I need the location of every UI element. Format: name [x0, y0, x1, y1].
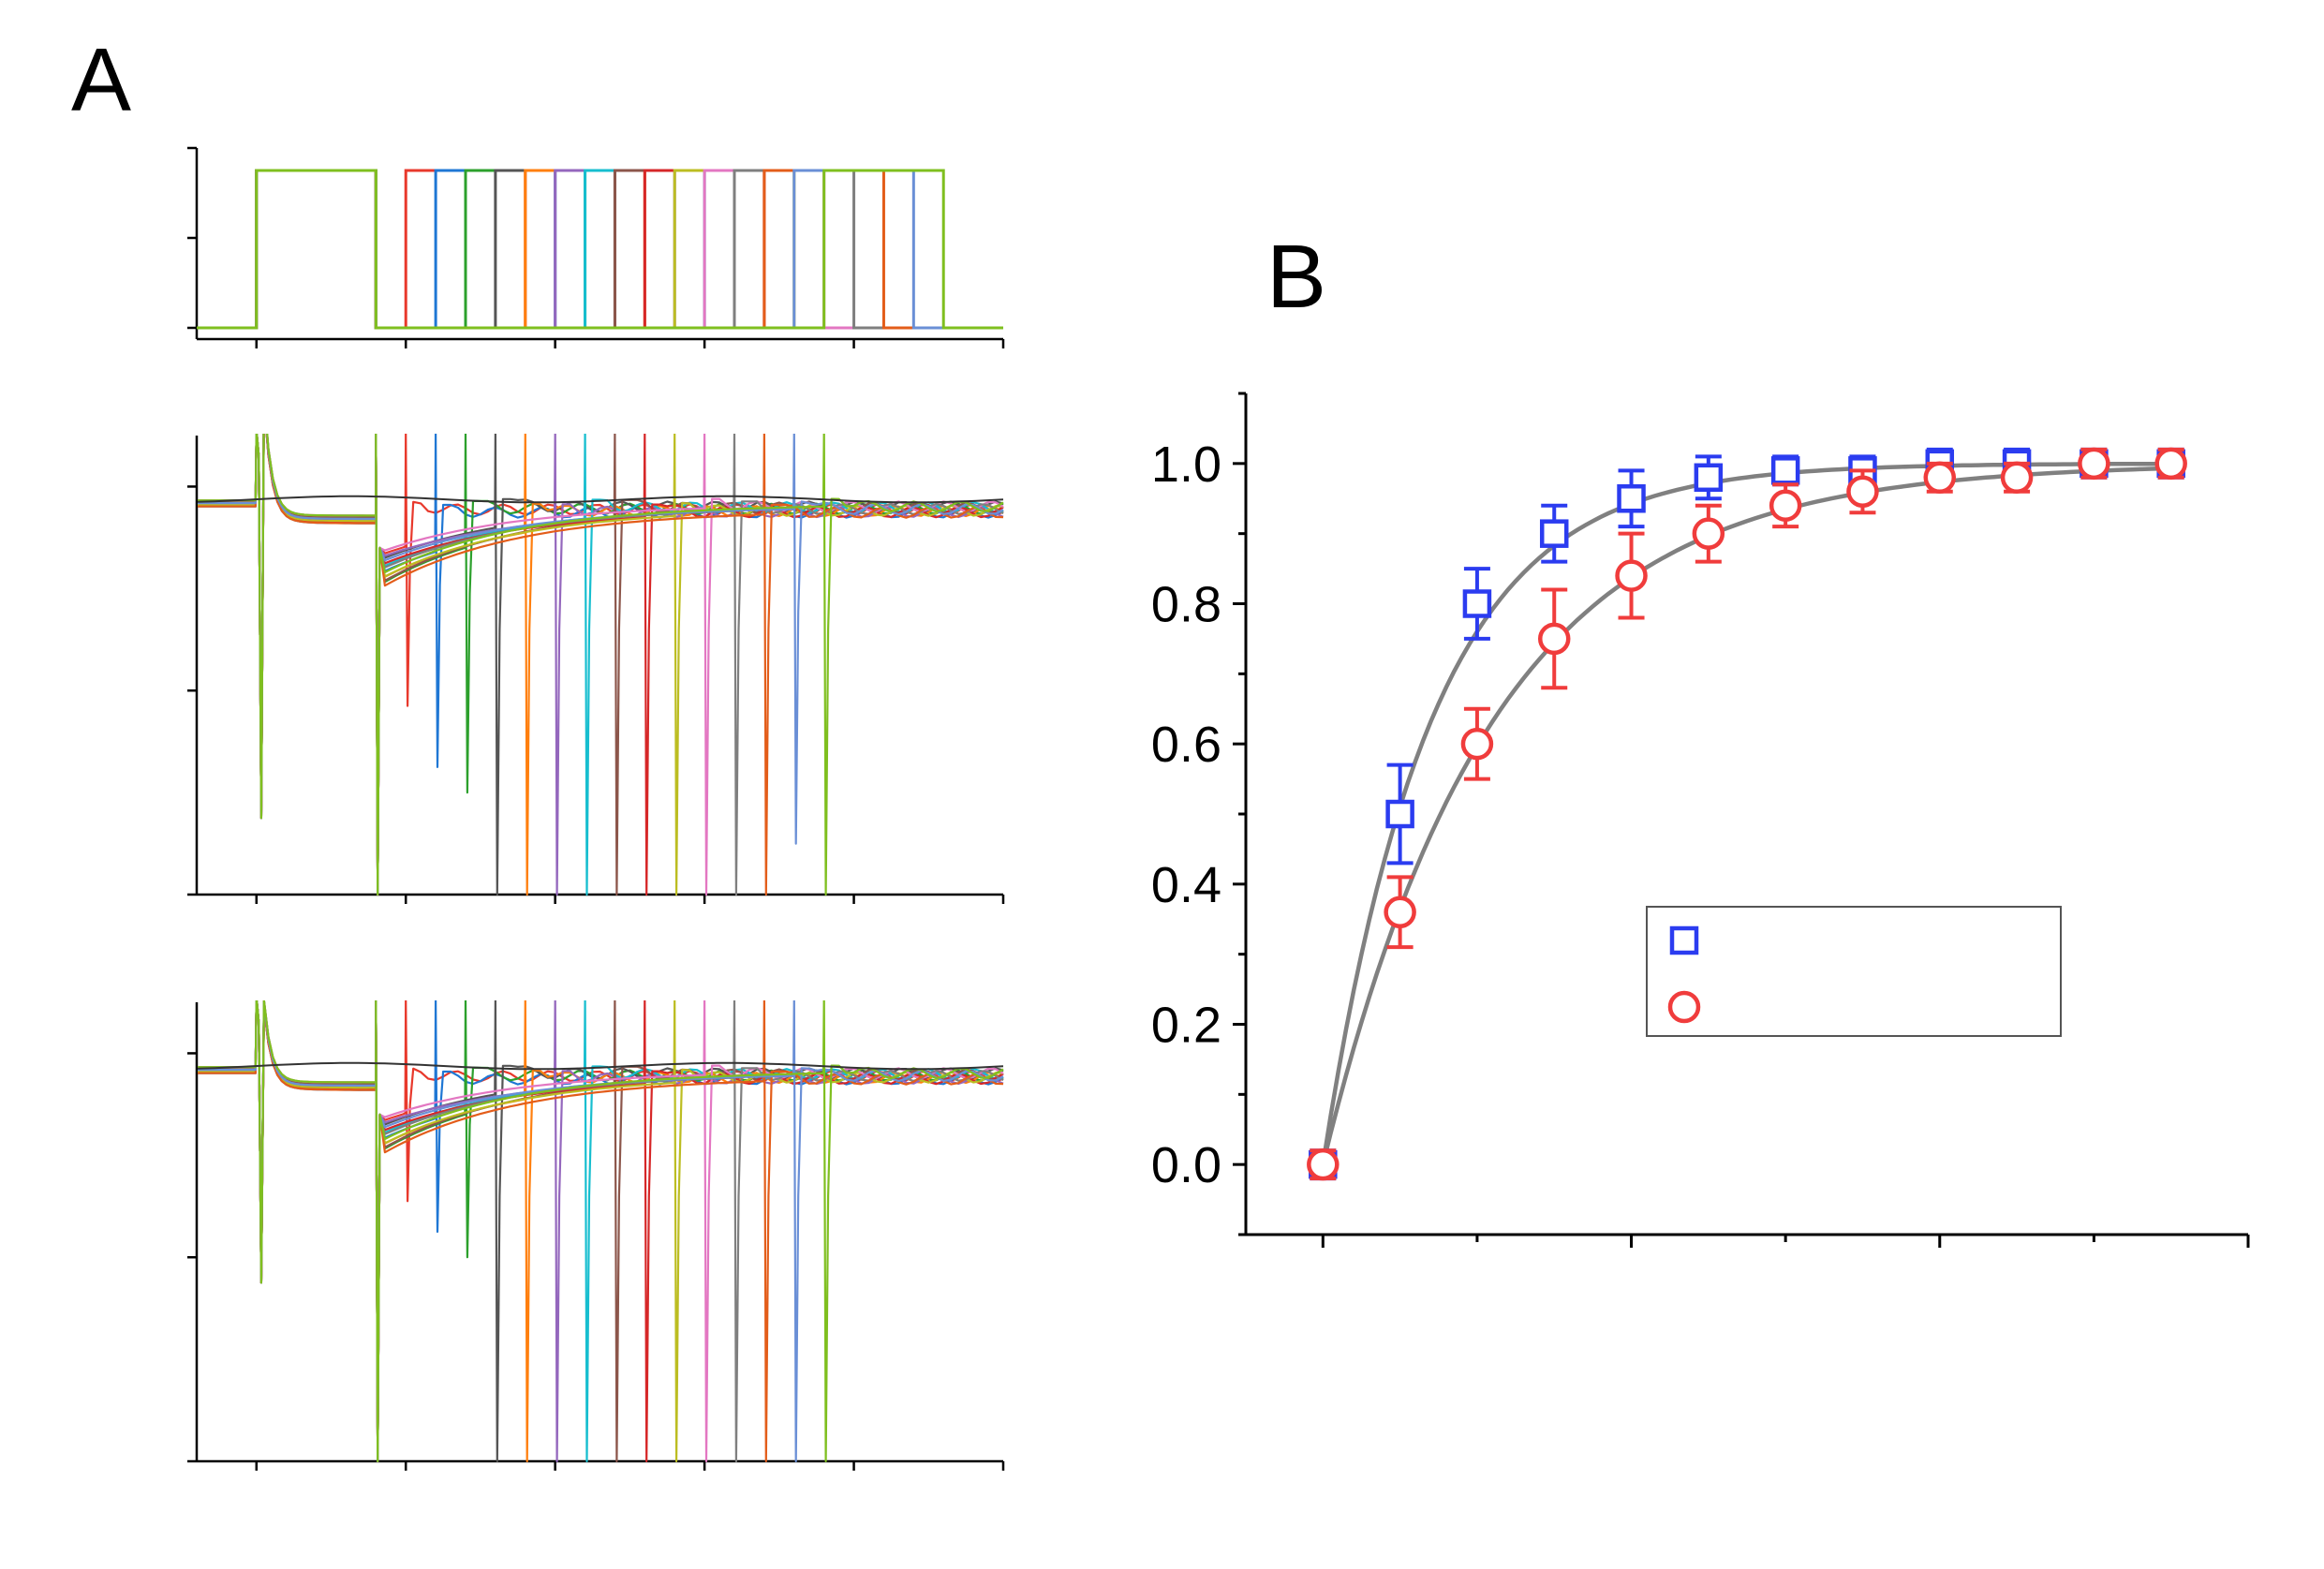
- data-point: [1307, 1147, 1340, 1181]
- protocol-sweep: [197, 169, 1003, 330]
- protocol-sweep: [197, 169, 1003, 330]
- data-point: [1694, 463, 1724, 493]
- protocol-sweep: [197, 169, 1003, 330]
- current-sweep: [198, 1000, 1004, 1463]
- data-point: [1692, 517, 1725, 550]
- current-sweep: [198, 434, 1004, 896]
- current-sweep: [198, 434, 1004, 896]
- y-tick-label: 0.6: [1151, 717, 1221, 773]
- current-sweep: [198, 434, 1004, 896]
- voltage-protocol-plot: [187, 146, 1005, 348]
- current-traces: [198, 1000, 1004, 1463]
- current-sweep: [198, 434, 1004, 896]
- protocol-sweep: [197, 169, 1003, 330]
- panel-b-label: B: [1266, 227, 1326, 327]
- protocol-sweep: [197, 169, 1003, 330]
- current-sweep: [198, 1000, 1004, 1463]
- data-point: [2154, 447, 2187, 481]
- data-point: [1923, 461, 1957, 495]
- current-sweep: [198, 434, 1004, 896]
- data-point: [1385, 799, 1414, 829]
- protocol-sweep: [197, 169, 1003, 330]
- data-point: [1460, 727, 1494, 761]
- current-sweep: [198, 434, 1004, 896]
- current-sweep: [198, 434, 1004, 896]
- legend: [1646, 906, 2062, 1037]
- protocol-sweep: [197, 169, 1003, 330]
- current-sweep: [198, 434, 1004, 896]
- data-point: [1462, 589, 1492, 618]
- protocol-sweep: [197, 169, 1003, 330]
- control-current-plot: [187, 434, 1005, 904]
- current-sweep: [198, 434, 1004, 896]
- data-point: [1846, 475, 1879, 509]
- y-tick-label: 1.0: [1151, 437, 1221, 493]
- baseline-sweep: [198, 1061, 1004, 1071]
- legend-marker-control: [1669, 925, 1699, 955]
- protocol-sweep: [197, 169, 1003, 330]
- protocol-sweep: [197, 169, 1003, 330]
- protocol-sweep: [197, 169, 1003, 330]
- data-point: [1537, 622, 1571, 656]
- fit-curve-esax: [1321, 466, 2171, 1165]
- protocol-sweep: [197, 169, 1003, 330]
- current-sweep: [198, 434, 1004, 896]
- y-tick-label: 0.0: [1151, 1137, 1221, 1193]
- protocol-sweep: [197, 169, 1003, 330]
- data-point: [2000, 461, 2034, 495]
- y-tick-label: 0.2: [1151, 998, 1221, 1054]
- data-point: [2078, 447, 2110, 481]
- data-point: [1615, 559, 1648, 592]
- data-point: [1769, 489, 1802, 522]
- current-sweep: [198, 434, 1004, 896]
- current-sweep: [198, 434, 1004, 896]
- y-tick-label: 0.8: [1151, 577, 1221, 633]
- current-traces: [198, 434, 1004, 896]
- legend-box: [1646, 906, 2062, 1037]
- data-point: [1539, 519, 1569, 548]
- series-esax: [1307, 447, 2187, 1181]
- esax-current-plot: [187, 1000, 1005, 1471]
- current-sweep: [198, 434, 1004, 896]
- panel-a-label: A: [71, 30, 131, 130]
- recovery-plot: 0.0 0.2 0.4 0.6 0.8 1.0: [1151, 392, 2250, 1248]
- current-sweep: [198, 434, 1004, 896]
- fit-curve-control: [1321, 461, 2171, 1165]
- data-point: [1617, 484, 1646, 513]
- data-point: [1384, 896, 1416, 929]
- legend-marker-esax: [1667, 990, 1701, 1024]
- baseline-sweep: [198, 495, 1004, 504]
- data-point: [1770, 456, 1800, 485]
- y-tick-label: 0.4: [1151, 857, 1221, 913]
- protocol-sweep: [197, 169, 1003, 330]
- protocol-sweep: [197, 169, 1003, 330]
- current-sweep: [198, 434, 1004, 896]
